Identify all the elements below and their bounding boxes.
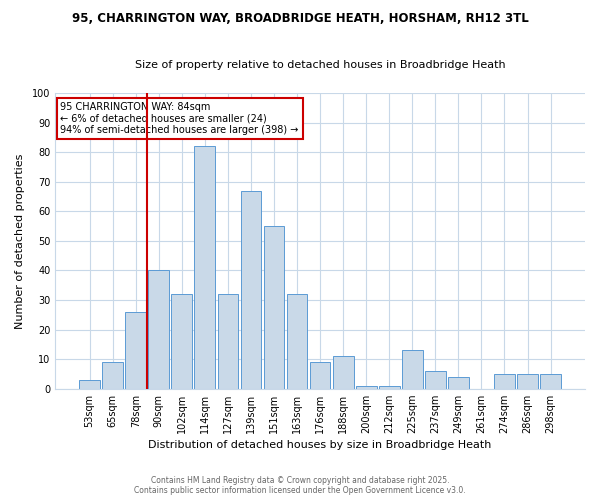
Bar: [517, 374, 538, 388]
Bar: [402, 350, 422, 389]
Title: Size of property relative to detached houses in Broadbridge Heath: Size of property relative to detached ho…: [135, 60, 505, 70]
Bar: [103, 362, 123, 388]
Text: 95, CHARRINGTON WAY, BROADBRIDGE HEATH, HORSHAM, RH12 3TL: 95, CHARRINGTON WAY, BROADBRIDGE HEATH, …: [71, 12, 529, 26]
Bar: [79, 380, 100, 388]
Bar: [125, 312, 146, 388]
Bar: [218, 294, 238, 388]
Bar: [494, 374, 515, 388]
Y-axis label: Number of detached properties: Number of detached properties: [15, 153, 25, 328]
Bar: [241, 190, 262, 388]
Bar: [310, 362, 331, 388]
X-axis label: Distribution of detached houses by size in Broadbridge Heath: Distribution of detached houses by size …: [148, 440, 492, 450]
Bar: [263, 226, 284, 388]
Bar: [194, 146, 215, 388]
Bar: [448, 377, 469, 388]
Bar: [287, 294, 307, 388]
Bar: [379, 386, 400, 388]
Text: 95 CHARRINGTON WAY: 84sqm
← 6% of detached houses are smaller (24)
94% of semi-d: 95 CHARRINGTON WAY: 84sqm ← 6% of detach…: [61, 102, 299, 135]
Bar: [148, 270, 169, 388]
Text: Contains HM Land Registry data © Crown copyright and database right 2025.
Contai: Contains HM Land Registry data © Crown c…: [134, 476, 466, 495]
Bar: [172, 294, 192, 388]
Bar: [333, 356, 353, 388]
Bar: [425, 371, 446, 388]
Bar: [356, 386, 377, 388]
Bar: [540, 374, 561, 388]
